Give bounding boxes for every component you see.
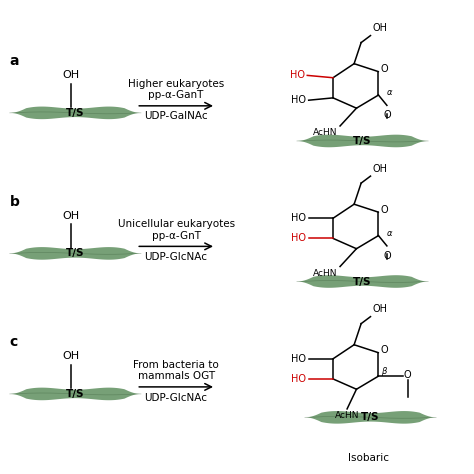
Text: AcHN: AcHN xyxy=(313,269,337,278)
Text: HO: HO xyxy=(292,213,306,223)
Text: OH: OH xyxy=(373,23,388,33)
Text: UDP-GalNAc: UDP-GalNAc xyxy=(144,111,208,121)
Text: OH: OH xyxy=(62,351,79,361)
Text: AcHN: AcHN xyxy=(313,128,337,137)
Text: O: O xyxy=(383,110,391,120)
Text: T/S: T/S xyxy=(361,412,380,422)
Text: b: b xyxy=(10,195,20,209)
Text: O: O xyxy=(380,64,388,74)
Text: T/S: T/S xyxy=(66,389,85,399)
Text: T/S: T/S xyxy=(66,248,85,258)
Text: HO: HO xyxy=(292,95,306,105)
Polygon shape xyxy=(297,275,428,288)
Text: OH: OH xyxy=(62,70,79,80)
Text: UDP-GlcNAc: UDP-GlcNAc xyxy=(145,392,208,402)
Polygon shape xyxy=(10,388,141,400)
Text: UDP-GlcNAc: UDP-GlcNAc xyxy=(145,252,208,262)
Polygon shape xyxy=(305,411,436,424)
Text: AcHN: AcHN xyxy=(335,411,359,420)
Text: HO: HO xyxy=(292,374,306,384)
Text: a: a xyxy=(10,55,19,68)
Text: T/S: T/S xyxy=(66,108,85,118)
Text: OH: OH xyxy=(62,210,79,220)
Text: OH: OH xyxy=(373,164,388,174)
Text: O: O xyxy=(380,346,388,356)
Polygon shape xyxy=(10,247,141,260)
Text: Isobaric: Isobaric xyxy=(347,453,389,463)
Text: Unicellular eukaryotes
pp-α-GnT: Unicellular eukaryotes pp-α-GnT xyxy=(118,219,235,241)
Text: Higher eukaryotes
pp-α-GanT: Higher eukaryotes pp-α-GanT xyxy=(128,79,224,100)
Text: T/S: T/S xyxy=(353,136,372,146)
Text: T/S: T/S xyxy=(353,276,372,286)
Text: α: α xyxy=(387,88,392,97)
Text: O: O xyxy=(404,370,411,380)
Text: HO: HO xyxy=(292,233,306,244)
Text: β: β xyxy=(381,367,386,376)
Text: From bacteria to
mammals OGT: From bacteria to mammals OGT xyxy=(133,360,219,381)
Text: O: O xyxy=(383,251,391,261)
Polygon shape xyxy=(297,135,428,147)
Text: HO: HO xyxy=(292,354,306,364)
Text: O: O xyxy=(380,205,388,215)
Text: HO: HO xyxy=(290,70,305,81)
Text: α: α xyxy=(387,229,392,238)
Polygon shape xyxy=(10,107,141,119)
Text: OH: OH xyxy=(373,304,388,314)
Text: c: c xyxy=(10,336,18,349)
